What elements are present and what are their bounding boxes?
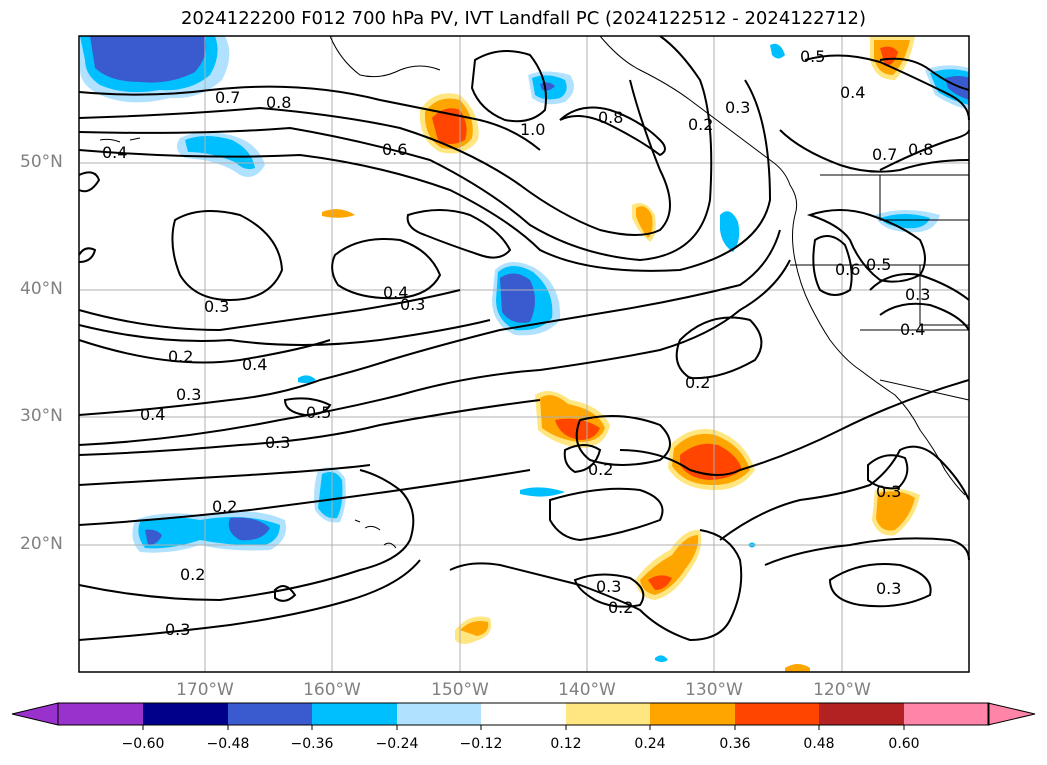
coastlines	[99, 35, 970, 549]
contour-label: 0.3	[876, 579, 901, 598]
contour-label: 0.5	[800, 47, 825, 66]
contour-label: 0.2	[180, 565, 205, 584]
negative-region	[145, 529, 162, 545]
contour-label: 0.4	[840, 83, 865, 102]
contour-label: 0.4	[383, 283, 408, 302]
positive-region	[636, 206, 653, 238]
colorbar-tick-label: 0.36	[719, 736, 751, 752]
contour-label: 0.2	[588, 460, 613, 479]
contour-label: 0.3	[725, 98, 750, 117]
lat-label: 40°N	[20, 279, 63, 299]
negative-region	[720, 211, 740, 252]
colorbar-tick-label: 0.48	[803, 736, 835, 752]
contour-label: 0.4	[242, 355, 267, 374]
lon-label: 130°W	[685, 680, 743, 700]
shading-layer	[80, 36, 969, 672]
negative-region	[945, 76, 969, 100]
contour-label: 0.8	[908, 140, 933, 159]
contour-label: 0.5	[306, 403, 331, 422]
contour-label: 0.4	[140, 405, 165, 424]
negative-region	[770, 43, 785, 59]
colorbar-tick-label: −0.36	[290, 736, 334, 752]
contour-label: 0.3	[905, 285, 930, 304]
negative-region	[655, 655, 668, 662]
negative-region	[318, 472, 343, 519]
colorbar-tick-label: −0.48	[206, 736, 250, 752]
lat-label: 20°N	[20, 534, 63, 554]
contour-label: 0.3	[165, 620, 190, 639]
colorbar	[11, 702, 1036, 730]
lon-label: 120°W	[813, 680, 871, 700]
positive-region	[648, 575, 672, 590]
contour-label: 0.3	[400, 295, 425, 314]
contour-label: 0.3	[876, 482, 901, 501]
contour-label: 1.0	[520, 120, 545, 139]
negative-region	[500, 273, 535, 323]
colorbar-tick-label: 0.60	[888, 736, 920, 752]
negative-region	[185, 136, 255, 170]
contour-label: 0.3	[596, 577, 621, 596]
contour-label: 0.2	[688, 115, 713, 134]
contour-label: 0.3	[204, 297, 229, 316]
colorbar-tick-label: −0.24	[375, 736, 419, 752]
contour-label: 0.6	[382, 140, 407, 159]
contour-label: 0.2	[608, 598, 633, 617]
contour-label: 0.4	[900, 320, 925, 339]
map-title: 2024122200 F012 700 hPa PV, IVT Landfall…	[180, 8, 867, 29]
contour-label: 0.2	[685, 373, 710, 392]
contour-label: 0.7	[872, 145, 897, 164]
contour-label: 0.3	[265, 433, 290, 452]
map-frame	[78, 35, 970, 673]
contour-label: 0.7	[215, 88, 240, 107]
contour-label: 0.8	[598, 108, 623, 127]
negative-region	[520, 487, 565, 497]
colorbar-extend-max	[987, 702, 1036, 726]
contour-label: 0.2	[212, 497, 237, 516]
lon-label: 150°W	[431, 680, 489, 700]
contour-label: 0.8	[266, 93, 291, 112]
negative-region	[90, 36, 207, 83]
contour-label: 0.2	[168, 347, 193, 366]
lat-label: 50°N	[20, 152, 63, 172]
contour-label: 0.5	[866, 255, 891, 274]
contour-label: 0.3	[176, 385, 201, 404]
lon-label: 140°W	[558, 680, 616, 700]
positive-region	[876, 491, 915, 531]
lon-label: 170°W	[176, 680, 234, 700]
positive-region	[432, 108, 467, 144]
lon-label: 160°W	[303, 680, 361, 700]
lat-label: 30°N	[20, 406, 63, 426]
colorbar-tick-label: −0.60	[121, 736, 165, 752]
colorbar-tick-label: −0.12	[459, 736, 503, 752]
positive-region	[880, 46, 898, 66]
contour-label: 0.6	[835, 260, 860, 279]
colorbar-tick-label: 0.12	[550, 736, 582, 752]
positive-region	[322, 209, 355, 218]
positive-region	[785, 664, 810, 672]
negative-region	[228, 517, 270, 541]
contour-label: 0.4	[102, 143, 127, 162]
colorbar-tick-label: 0.24	[634, 736, 666, 752]
negative-region	[298, 375, 316, 384]
positive-region	[460, 621, 489, 636]
colorbar-extend-min	[11, 702, 59, 726]
